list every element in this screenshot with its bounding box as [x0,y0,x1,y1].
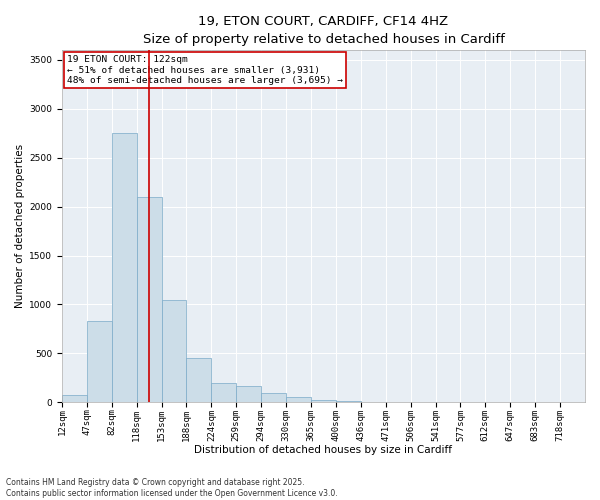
Bar [311,400,336,402]
Bar [236,386,261,402]
X-axis label: Distribution of detached houses by size in Cardiff: Distribution of detached houses by size … [194,445,452,455]
Bar [161,300,187,403]
Text: Contains HM Land Registry data © Crown copyright and database right 2025.
Contai: Contains HM Land Registry data © Crown c… [6,478,338,498]
Text: 19 ETON COURT: 122sqm
← 51% of detached houses are smaller (3,931)
48% of semi-d: 19 ETON COURT: 122sqm ← 51% of detached … [67,55,343,85]
Bar [112,133,137,402]
Bar [211,383,236,402]
Bar [187,358,211,403]
Bar [286,398,311,402]
Bar [87,321,112,402]
Y-axis label: Number of detached properties: Number of detached properties [15,144,25,308]
Bar [62,394,87,402]
Bar [261,392,286,402]
Title: 19, ETON COURT, CARDIFF, CF14 4HZ
Size of property relative to detached houses i: 19, ETON COURT, CARDIFF, CF14 4HZ Size o… [143,15,505,46]
Bar [137,197,161,402]
